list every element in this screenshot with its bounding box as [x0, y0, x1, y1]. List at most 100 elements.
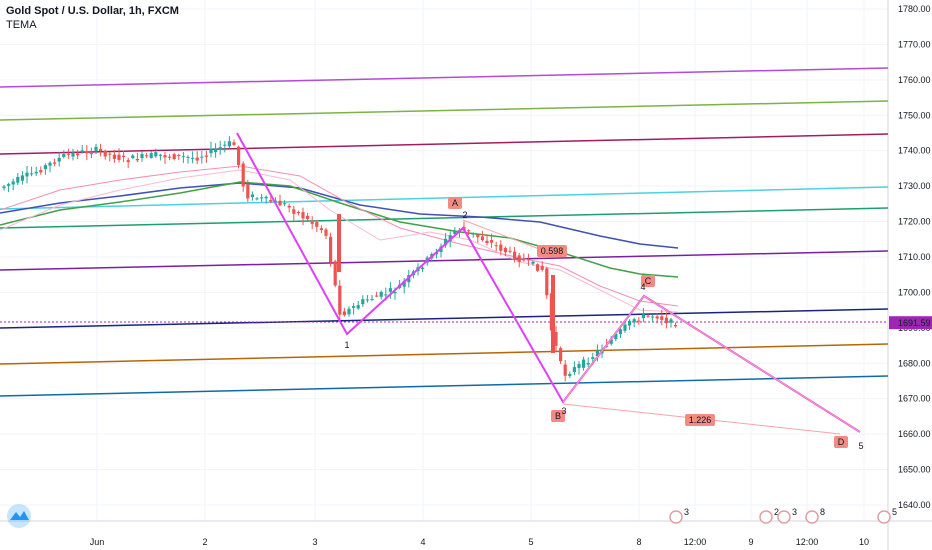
candle-body: [154, 152, 158, 157]
trend-line[interactable]: [0, 186, 889, 210]
candle-body: [628, 320, 632, 326]
trend-line[interactable]: [0, 250, 889, 271]
candle-body: [71, 152, 75, 157]
y-tick-label: 1660.00: [898, 429, 931, 439]
trend-line[interactable]: [0, 343, 889, 365]
ratio-label: 1.226: [689, 415, 712, 425]
candle-body: [218, 147, 222, 150]
candle-body: [7, 184, 11, 186]
candle-body: [352, 306, 356, 308]
candle-body: [260, 197, 264, 199]
wave-label-2: 2: [462, 210, 467, 220]
calendar-event-icon[interactable]: [777, 510, 791, 524]
trend-line[interactable]: [0, 67, 889, 88]
candle-body: [572, 367, 576, 373]
y-tick-label: 1700.00: [898, 287, 931, 297]
candle-body: [283, 203, 287, 205]
candle-body: [131, 155, 135, 159]
candle-body: [540, 266, 544, 270]
candle-body: [370, 298, 374, 300]
indicator-name: TEMA: [6, 19, 37, 31]
y-tick-label: 1760.00: [898, 75, 931, 85]
candle-body: [301, 212, 305, 219]
candle-body: [20, 175, 24, 181]
candle-body: [34, 171, 38, 174]
harmonic-retrace-line: [562, 295, 861, 433]
x-tick-label: 12:00: [796, 537, 819, 547]
trend-line[interactable]: [0, 100, 889, 121]
candle-body: [237, 146, 241, 166]
candle-body: [375, 295, 379, 297]
ma-green-line: [0, 181, 679, 278]
candle-body: [80, 150, 84, 152]
candle-body: [444, 238, 448, 246]
trend-line[interactable]: [0, 375, 889, 397]
candle-body: [536, 264, 540, 271]
candle-body: [177, 154, 181, 156]
candle-body: [122, 155, 126, 157]
candle-body: [586, 363, 590, 365]
candle-body: [89, 153, 93, 155]
x-tick-label: Jun: [90, 537, 105, 547]
candle-body: [273, 200, 277, 202]
wave-label-4: 4: [640, 282, 645, 292]
candle-body: [57, 157, 61, 162]
candle-body: [554, 332, 558, 346]
candle-body: [145, 155, 149, 157]
candle-body: [99, 148, 103, 151]
y-tick-label: 1650.00: [898, 465, 931, 475]
candle-body: [402, 280, 406, 287]
x-tick-label: 4: [420, 537, 425, 547]
candle-body: [609, 339, 613, 344]
calendar-event-icon[interactable]: [877, 510, 891, 524]
y-tick-label: 1780.00: [898, 4, 931, 14]
calendar-event-icon[interactable]: [805, 510, 819, 524]
harmonic-label-box: [551, 410, 565, 422]
trend-line[interactable]: [0, 207, 889, 229]
candle-body: [365, 299, 369, 301]
y-tick-label: 1640.00: [898, 500, 931, 510]
harmonic-label-box: [834, 436, 848, 448]
trend-line[interactable]: [0, 308, 889, 329]
harmonic-label-box: [448, 197, 462, 209]
candle-body: [660, 316, 664, 320]
y-tick-label: 1680.00: [898, 358, 931, 368]
candle-body: [632, 319, 636, 323]
candle-body: [582, 359, 586, 368]
candle-body: [655, 316, 659, 319]
candle-body: [310, 221, 314, 224]
ma-light-line: [0, 169, 679, 313]
candle-body: [526, 259, 530, 261]
calendar-event-icon[interactable]: [759, 510, 773, 524]
candle-body: [296, 212, 300, 214]
harmonic-label-box: [641, 275, 655, 287]
calendar-event-icon[interactable]: [669, 510, 683, 524]
harmonic-pattern-line[interactable]: [236, 132, 861, 433]
candle-body: [255, 198, 259, 200]
candle-body: [614, 333, 618, 340]
event-count: 8: [820, 507, 825, 517]
candle-body: [618, 329, 622, 335]
x-tick-label: 2: [202, 537, 207, 547]
candle-body: [361, 299, 365, 305]
candle-body: [563, 364, 567, 376]
candle-body: [393, 291, 397, 294]
candle-body: [43, 165, 47, 170]
harmonic-ac-line: [462, 219, 548, 253]
candle-body: [559, 348, 563, 362]
logo-mark-icon: [10, 511, 29, 520]
candle-body: [85, 151, 89, 154]
candle-body: [241, 163, 245, 187]
x-tick-label: 3: [312, 537, 317, 547]
x-tick-label: 5: [528, 537, 533, 547]
candle-body: [186, 156, 190, 158]
candle-body: [163, 155, 167, 158]
candle-body: [637, 320, 641, 322]
candle-body: [485, 240, 489, 243]
candle-body: [112, 154, 116, 159]
candle-body: [448, 235, 452, 242]
candle-body: [158, 154, 162, 156]
trend-line[interactable]: [0, 133, 889, 155]
candle-body: [517, 255, 521, 262]
